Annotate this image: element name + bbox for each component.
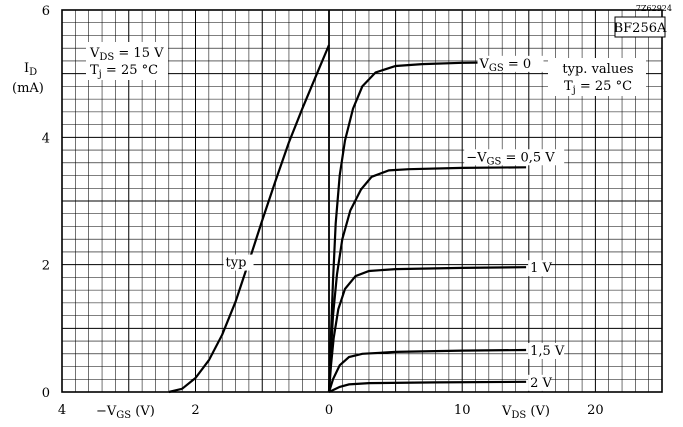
series-label-1-bg bbox=[464, 149, 565, 166]
condition-tj-left: Tj = 25 °C bbox=[90, 63, 158, 80]
x-tick-label-left: 4 bbox=[58, 403, 66, 418]
y-tick-label: 6 bbox=[42, 4, 50, 19]
plot-border bbox=[61, 9, 663, 393]
series-label-2-bg bbox=[528, 260, 551, 277]
note-tj-right: Tj = 25 °C bbox=[564, 79, 632, 96]
series-label-typ: typ bbox=[226, 256, 247, 271]
y-tick-label: 2 bbox=[42, 259, 50, 274]
ylabel-bg bbox=[6, 56, 52, 98]
conditions-box-left bbox=[86, 42, 168, 80]
series-label-3: 1,5 V bbox=[530, 344, 565, 359]
series-label-1: −VGS = 0,5 V bbox=[466, 150, 555, 167]
figure-code: 7Z62924 bbox=[636, 4, 672, 13]
series-label-0: VGS = 0 bbox=[479, 57, 532, 74]
x-axis-label-right: VDS (V) bbox=[501, 404, 550, 421]
x-tick-label-right: 20 bbox=[587, 403, 604, 418]
output-curve-1 bbox=[327, 166, 527, 393]
notes-box-right bbox=[548, 58, 646, 96]
x-tick-label-left: 0 bbox=[325, 403, 333, 418]
condition-vds: VDS = 15 V bbox=[89, 46, 164, 63]
output-curve-2 bbox=[327, 266, 527, 393]
y-axis-unit: (mA) bbox=[12, 81, 44, 96]
y-tick-label: 4 bbox=[42, 131, 50, 146]
note-typ-values: typ. values bbox=[562, 62, 633, 77]
series-label-4: 2 V bbox=[530, 376, 552, 391]
series-label-typ-bg bbox=[223, 254, 254, 271]
series-label-3-bg bbox=[528, 342, 565, 359]
y-axis-label: ID bbox=[24, 61, 37, 78]
x-tick-label-left: 2 bbox=[191, 403, 199, 418]
output-curve-4 bbox=[328, 380, 527, 393]
title-box bbox=[614, 16, 666, 38]
x-axis-label-left: −VGS (V) bbox=[96, 404, 155, 421]
chart-title: BF256A bbox=[614, 21, 667, 36]
plot-frame bbox=[61, 9, 663, 393]
x-tick-label-right: 10 bbox=[454, 403, 471, 418]
output-curve-0 bbox=[327, 61, 516, 393]
series-labels: typ VGS = 0 −VGS = 0,5 V 1 V 1,5 V 2 V bbox=[223, 55, 565, 391]
series-label-0-bg bbox=[477, 55, 544, 72]
y-tick-label: 0 bbox=[42, 386, 50, 401]
series-label-4-bg bbox=[528, 374, 551, 391]
output-curve-3 bbox=[327, 348, 527, 393]
series-label-2: 1 V bbox=[530, 261, 552, 276]
